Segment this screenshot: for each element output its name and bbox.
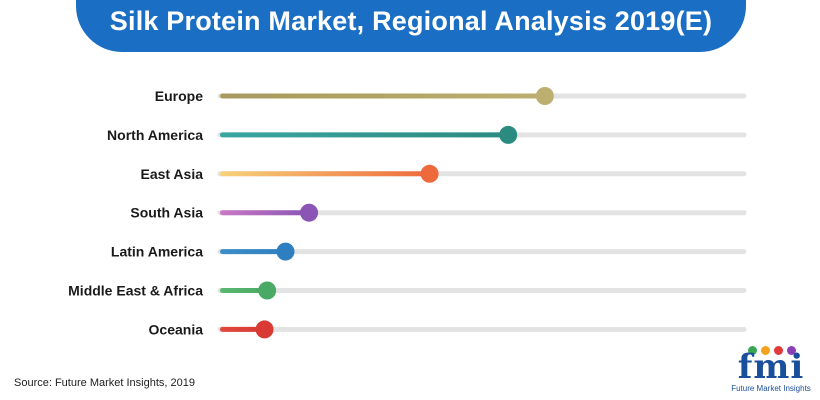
bar-north-america — [220, 132, 509, 138]
logo-subtitle: Future Market Insights — [731, 384, 811, 393]
logo-dot-icon — [774, 346, 783, 355]
bar-end-marker-east-asia — [420, 164, 439, 183]
title-banner — [76, 0, 746, 52]
category-label-south-asia: South Asia — [130, 205, 203, 221]
bar-end-marker-south-asia — [300, 203, 319, 222]
category-label-middle-east-africa: Middle East & Africa — [68, 283, 203, 299]
bar-latin-america — [220, 249, 286, 255]
category-label-east-asia: East Asia — [140, 166, 203, 182]
category-label-north-america: North America — [107, 127, 203, 143]
bar-middle-east-africa — [220, 288, 268, 293]
bar-end-marker-north-america — [499, 125, 518, 144]
bar-south-asia — [220, 210, 310, 216]
category-label-europe: Europe — [155, 88, 203, 104]
bar-end-marker-europe — [535, 87, 554, 105]
chart-title: Silk Protein Market, Regional Analysis 2… — [109, 6, 713, 36]
chart: Europe North America East Asia South Asia La… — [68, 87, 747, 339]
bar-end-marker-oceania — [255, 320, 274, 339]
fmi-logo: fmi Future Market Insights — [728, 344, 814, 396]
category-label-oceania: Oceania — [149, 321, 204, 337]
logo-dot-icon — [787, 346, 796, 355]
logo-text: fmi — [737, 347, 805, 387]
bar-east-asia — [220, 171, 430, 177]
bar-europe — [220, 93, 545, 99]
bar-end-marker-middle-east-africa — [258, 281, 277, 300]
source-note: Source: Future Market Insights, 2019 — [14, 377, 195, 389]
bar-oceania — [220, 326, 265, 332]
category-label-latin-america: Latin America — [111, 244, 203, 260]
logo-dot-icon — [748, 346, 757, 355]
logo-dot-icon — [761, 346, 770, 355]
bar-end-marker-latin-america — [276, 242, 295, 261]
